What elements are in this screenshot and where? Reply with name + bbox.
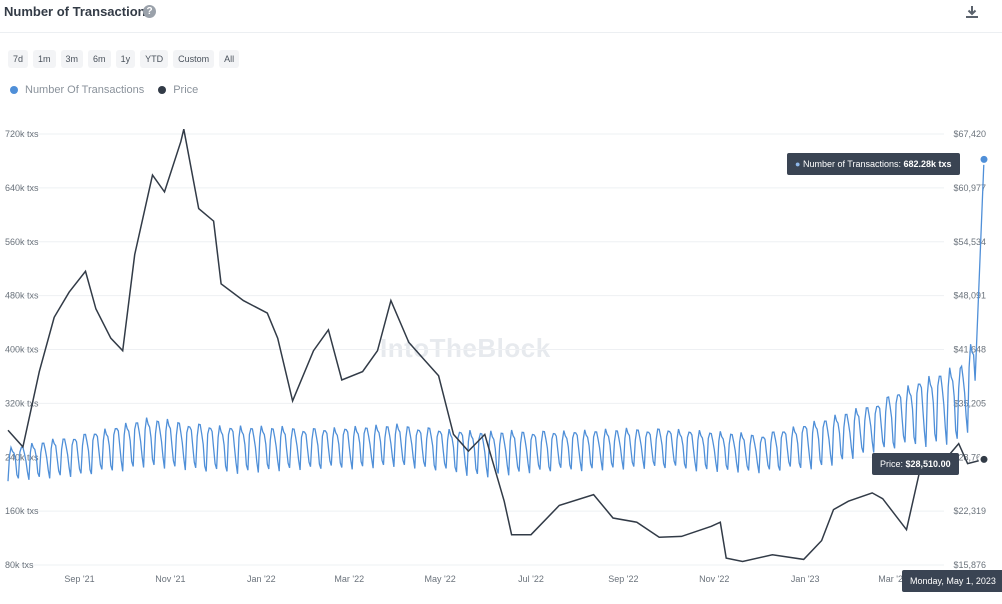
range-all-button[interactable]: All xyxy=(219,50,240,68)
chart-header: Number of Transactions ? xyxy=(0,0,1002,28)
y-right-tick-label: $28,762 xyxy=(953,452,986,462)
y-left-tick-label: 560k txs xyxy=(5,237,39,247)
transactions-series-line xyxy=(7,159,985,482)
x-tick-label: Mar '23 xyxy=(878,574,908,584)
legend-marker-transactions xyxy=(10,86,18,94)
time-range-selector: 7d 1m 3m 6m 1y YTD Custom All xyxy=(8,50,240,68)
range-ytd-button[interactable]: YTD xyxy=(140,50,169,68)
transactions-end-point xyxy=(978,153,990,165)
legend-item-price[interactable]: Price xyxy=(158,84,198,96)
y-right-tick-label: $67,420 xyxy=(953,129,986,139)
x-axis-ticks: Sep '21 Nov '21 Jan '22 Mar '22 May '22 Jul '… xyxy=(64,574,908,584)
x-tick-label: Jan '23 xyxy=(791,574,820,584)
y-left-tick-label: 640k txs xyxy=(5,183,39,193)
range-6m-button[interactable]: 6m xyxy=(88,50,111,68)
price-tooltip: Price: $28,510.00 xyxy=(872,453,959,475)
x-tick-label: Nov '22 xyxy=(699,574,729,584)
download-icon[interactable] xyxy=(964,4,980,20)
y-right-tick-label: $60,977 xyxy=(953,183,986,193)
legend-label-transactions: Number Of Transactions xyxy=(25,84,145,96)
date-tooltip-value: Monday, May 1, 2023 xyxy=(910,576,996,586)
y-left-tick-label: 80k txs xyxy=(5,560,34,570)
x-tick-label: Sep '21 xyxy=(64,574,94,584)
tooltip-bullet-icon: ● xyxy=(795,159,801,169)
legend-label-price: Price xyxy=(173,84,199,96)
y-left-tick-label: 720k txs xyxy=(5,129,39,139)
price-series-line xyxy=(7,129,985,563)
y-right-tick-label: $48,091 xyxy=(953,291,986,301)
x-tick-label: Jan '22 xyxy=(247,574,276,584)
range-1y-button[interactable]: 1y xyxy=(115,50,136,68)
range-1m-button[interactable]: 1m xyxy=(33,50,56,68)
chart-series xyxy=(7,129,985,563)
range-7d-button[interactable]: 7d xyxy=(8,50,29,68)
chart-markers xyxy=(978,153,990,465)
y-left-tick-label: 400k txs xyxy=(5,345,39,355)
watermark: IntoTheBlock xyxy=(380,333,551,363)
y-left-tick-label: 240k txs xyxy=(5,452,39,462)
chart-title: Number of Transactions xyxy=(4,4,153,19)
y-right-tick-label: $35,205 xyxy=(953,398,986,408)
legend-marker-price xyxy=(158,86,167,94)
range-custom-button[interactable]: Custom xyxy=(173,50,215,68)
legend-item-transactions[interactable]: Number Of Transactions xyxy=(10,84,144,96)
y-right-tick-label: $22,319 xyxy=(953,506,986,516)
y-left-tick-label: 480k txs xyxy=(5,291,39,301)
chart-grid xyxy=(8,133,944,566)
header-divider xyxy=(0,32,1002,33)
price-tooltip-value: $28,510.00 xyxy=(905,459,951,469)
chart-legend: Number Of Transactions Price xyxy=(10,84,198,96)
y-left-tick-label: 160k txs xyxy=(5,506,39,516)
question-circle-icon[interactable]: ? xyxy=(143,5,156,18)
price-end-point xyxy=(978,453,990,465)
x-tick-label: Sep '22 xyxy=(608,574,638,584)
transactions-tooltip-label: Number of Transactions: xyxy=(802,159,901,169)
x-tick-label: Mar '22 xyxy=(334,574,364,584)
x-tick-label: Nov '21 xyxy=(155,574,185,584)
y-right-tick-label: $54,534 xyxy=(953,237,986,247)
range-3m-button[interactable]: 3m xyxy=(60,50,84,68)
left-axis-ticks: 80k txs 160k txs 240k txs 320k txs 400k txs 4… xyxy=(5,129,39,570)
transactions-tooltip: ● Number of Transactions: 682.28k txs xyxy=(787,153,960,175)
y-left-tick-label: 320k txs xyxy=(5,398,39,408)
x-tick-label: May '22 xyxy=(425,574,456,584)
date-tooltip: Monday, May 1, 2023 xyxy=(902,570,1002,592)
x-tick-label: Jul '22 xyxy=(518,574,544,584)
price-tooltip-label: Price: xyxy=(880,459,904,469)
y-right-tick-label: $15,876 xyxy=(953,560,986,570)
transactions-tooltip-value: 682.28k txs xyxy=(903,159,952,169)
